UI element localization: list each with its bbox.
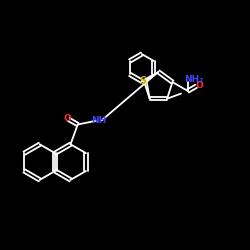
Text: NH: NH: [91, 116, 106, 126]
Text: O: O: [195, 80, 203, 90]
Text: O: O: [64, 114, 71, 122]
Text: NH₂: NH₂: [184, 75, 203, 84]
Text: S: S: [140, 76, 146, 86]
